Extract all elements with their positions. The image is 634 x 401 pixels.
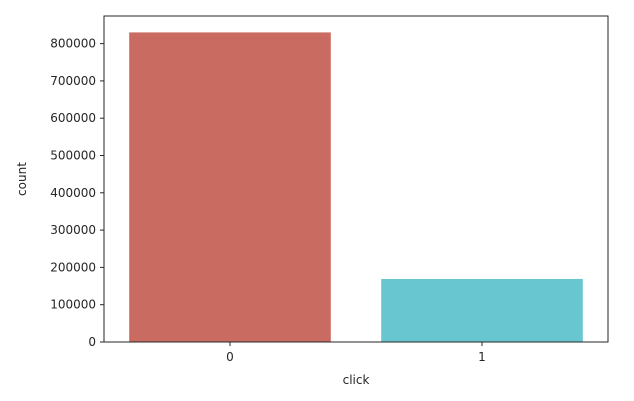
- y-tick-label: 400000: [50, 186, 96, 200]
- x-tick-label: 1: [478, 350, 486, 364]
- y-tick-label: 600000: [50, 111, 96, 125]
- y-tick-label: 500000: [50, 149, 96, 163]
- x-axis-label: click: [343, 373, 370, 387]
- bar-1: [381, 278, 583, 342]
- y-tick-label: 800000: [50, 37, 96, 51]
- y-tick-label: 300000: [50, 223, 96, 237]
- y-tick-label: 200000: [50, 260, 96, 274]
- x-tick-label: 0: [226, 350, 234, 364]
- y-axis-ticks: 0 100000 200000 300000 400000 500000 600000 700…: [50, 37, 104, 349]
- y-tick-label: 0: [88, 335, 96, 349]
- y-axis-label: count: [15, 162, 29, 196]
- plot-frame: [103, 15, 609, 343]
- bar-0: [129, 32, 331, 343]
- y-tick-label: 100000: [50, 298, 96, 312]
- bars-group: [129, 32, 583, 343]
- y-tick-label: 700000: [50, 74, 96, 88]
